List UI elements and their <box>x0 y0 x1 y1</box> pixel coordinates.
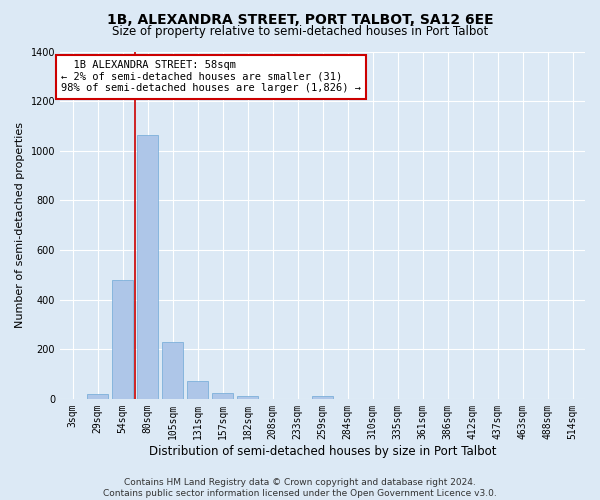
Bar <box>162 342 183 399</box>
Text: 1B, ALEXANDRA STREET, PORT TALBOT, SA12 6EE: 1B, ALEXANDRA STREET, PORT TALBOT, SA12 … <box>107 12 493 26</box>
Bar <box>187 382 208 399</box>
Text: Size of property relative to semi-detached houses in Port Talbot: Size of property relative to semi-detach… <box>112 25 488 38</box>
Bar <box>112 280 133 399</box>
Text: Contains HM Land Registry data © Crown copyright and database right 2024.
Contai: Contains HM Land Registry data © Crown c… <box>103 478 497 498</box>
Text: 1B ALEXANDRA STREET: 58sqm
← 2% of semi-detached houses are smaller (31)
98% of : 1B ALEXANDRA STREET: 58sqm ← 2% of semi-… <box>61 60 361 94</box>
Bar <box>237 396 258 399</box>
Bar <box>312 396 333 399</box>
Bar <box>212 392 233 399</box>
Bar <box>87 394 108 399</box>
Y-axis label: Number of semi-detached properties: Number of semi-detached properties <box>15 122 25 328</box>
X-axis label: Distribution of semi-detached houses by size in Port Talbot: Distribution of semi-detached houses by … <box>149 444 496 458</box>
Bar <box>137 134 158 399</box>
